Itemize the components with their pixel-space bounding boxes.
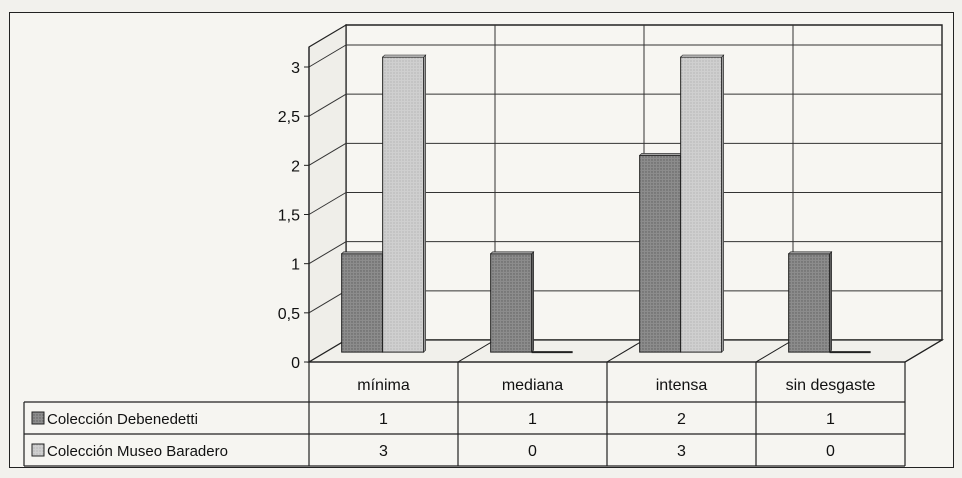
bar-debenedetti <box>639 154 682 353</box>
bar-baradero <box>382 56 425 353</box>
floor-edge <box>606 341 641 363</box>
y-tick-label: 1,5 <box>278 208 300 225</box>
bar-top <box>489 251 535 255</box>
data-value: 0 <box>826 443 835 460</box>
legend-label: Colección Museo Baradero <box>47 443 228 460</box>
floor-edge <box>457 341 492 363</box>
legend-swatch-baradero <box>31 443 45 457</box>
bar-side <box>721 54 724 353</box>
gridline-side <box>308 44 347 68</box>
gridline-side <box>308 93 347 117</box>
bar-debenedetti <box>341 253 384 353</box>
bar-top <box>381 54 427 58</box>
bar-debenedetti <box>490 253 533 353</box>
gridline-side <box>308 241 347 265</box>
data-value: 2 <box>677 411 686 428</box>
floor-edge <box>755 341 790 363</box>
data-value: 1 <box>826 411 835 428</box>
y-tick-label: 0 <box>291 355 300 372</box>
x-tick-label: sin desgaste <box>786 377 876 394</box>
bar-debenedetti <box>788 253 831 353</box>
legend-swatch-debenedetti <box>31 411 45 425</box>
data-value: 3 <box>379 443 388 460</box>
x-tick-label: intensa <box>656 377 708 394</box>
y-tick-label: 1 <box>291 257 300 274</box>
data-value: 1 <box>379 411 388 428</box>
y-tick-label: 0,5 <box>278 306 300 323</box>
bar-side <box>829 251 832 353</box>
gridline-side <box>308 290 347 314</box>
y-tick-label: 2,5 <box>278 109 300 126</box>
bar-top <box>638 153 684 156</box>
bar-side <box>531 251 534 353</box>
bar-baradero <box>680 56 723 353</box>
data-value: 3 <box>677 443 686 460</box>
y-tick-label: 3 <box>291 60 300 77</box>
x-tick-label: mínima <box>357 377 410 394</box>
side-wall <box>308 23 347 364</box>
gridline-side <box>308 192 347 215</box>
bar-top <box>679 54 725 58</box>
bar-top <box>787 251 833 255</box>
gridline-side <box>308 142 347 166</box>
bar-side <box>423 54 426 353</box>
x-tick-label: mediana <box>502 377 563 394</box>
data-value: 0 <box>528 443 537 460</box>
legend-label: Colección Debenedetti <box>47 411 198 428</box>
floor-edge <box>904 339 943 363</box>
y-tick-label: 2 <box>291 158 300 175</box>
bar-top <box>340 251 386 255</box>
data-value: 1 <box>528 411 537 428</box>
